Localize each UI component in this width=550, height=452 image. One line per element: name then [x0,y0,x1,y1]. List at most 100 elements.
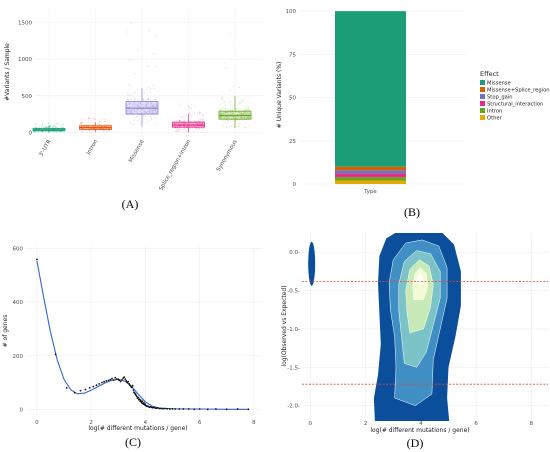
panel-a-jitter-point [132,124,134,126]
panel-a-jitter-point [231,45,233,47]
panel-a-jitter-point [127,112,129,114]
panel-c-point [125,380,128,382]
panel-a-jitter-point [187,127,189,129]
panel-c-point [127,380,130,383]
panel-d-x-tick-label: 6 [474,421,478,427]
panel-a-jitter-point [245,109,247,111]
panel-a-jitter-point [192,122,194,124]
panel-a-jitter-point [187,125,190,127]
panel-a-jitter-point [241,116,243,118]
panel-a-jitter-point [179,125,181,127]
panel-a-jitter-point [152,112,154,114]
panel-a-y-tick-label: 1000 [18,57,32,63]
panel-a-jitter-point [140,112,142,114]
panel-a-jitter-point [150,105,152,107]
panel-d-x-tick-label: 8 [530,421,534,427]
panel-d-x-tick-label: 4 [419,421,423,427]
panel-a-jitter-point [202,114,204,116]
panel-a-jitter-point [147,98,149,100]
panel-a-jitter-point [223,112,225,114]
panel-d-y-axis-title: log(Observed vs Expected) [281,285,288,366]
panel-a-jitter-point [136,110,138,112]
panel-a-jitter-point [221,97,223,99]
panel-c-point [73,391,76,394]
panel-a-jitter-point [174,122,176,124]
panel-a-jitter-point [135,103,137,105]
panel-b-bar-segment [335,170,406,174]
panel-a-jitter-point [221,113,223,115]
panel-a-jitter-point [150,98,152,100]
panel-a-jitter-point [138,103,140,105]
panel-b-label: (B) [404,205,420,219]
panel-c-label: (C) [125,435,141,449]
panel-a-jitter-point [238,126,240,128]
panel-a-jitter-point [154,124,156,126]
panel-a-jitter-point [146,99,148,101]
panel-a-jitter-point [149,115,151,118]
panel-a-jitter-point [149,103,151,105]
panel-a-jitter-point [99,119,101,121]
panel-a-jitter-point [229,90,231,92]
panel-a-jitter-point [193,125,195,127]
panel-a-jitter-point [126,110,128,112]
panel-a-jitter-point [196,112,199,114]
panel-a-jitter-point [183,122,185,124]
panel-a-jitter-point [202,122,204,124]
panel-a-jitter-point [233,112,235,114]
panel-a-jitter-point [241,116,243,118]
panel-a-jitter-point [126,104,128,106]
panel-a-y-tick-label: 1500 [18,21,32,27]
panel-a-y-tick-label: 500 [22,94,33,100]
panel-a-jitter-point [176,120,178,122]
panel-a-jitter-point [224,100,226,102]
panel-a-jitter-point [103,126,106,128]
panel-a-jitter-point [132,114,134,116]
panel-c-point [122,377,124,380]
panel-c-point [182,408,185,410]
panel-a-jitter-point [175,127,177,129]
panel-c-scatter: 0 200 400 600 0 2 4 6 8 # of genes log(# differ… [2,246,262,449]
panel-a-jitter-point [224,104,227,106]
panel-a-jitter-point [127,98,129,100]
panel-a-jitter-point [106,131,108,133]
panel-b-legend-swatch [480,101,485,106]
panel-a-jitter-point [188,125,190,127]
panel-a-jitter-point [131,86,133,88]
panel-a-jitter-point [102,129,104,131]
panel-c-point [124,378,127,381]
panel-a-jitter-point [152,53,155,55]
panel-a-jitter-point [220,112,222,114]
panel-c-point [54,353,57,356]
panel-a-jitter-point [145,111,147,113]
panel-a-jitter-point [146,106,148,108]
panel-c-point [88,387,91,389]
panel-a-jitter-point [174,130,176,132]
panel-a-jitter-point [225,67,227,69]
panel-d-x-axis-title: log(# different mutations / gene) [370,427,469,434]
panel-a-jitter-point [188,105,190,107]
panel-a-jitter-point [235,108,237,110]
panel-a-jitter-point [34,131,36,133]
panel-a-jitter-point [81,131,83,133]
panel-a-jitter-point [150,110,152,112]
panel-a-jitter-point [221,90,223,93]
panel-a-jitter-point [146,102,148,104]
panel-a-jitter-point [197,123,199,125]
panel-a-jitter-point [183,123,186,125]
panel-a-jitter-point [246,112,248,114]
panel-a-jitter-point [140,122,142,124]
panel-a-jitter-point [245,108,248,110]
panel-c-point [119,380,122,383]
panel-c-point [128,383,131,385]
panel-a-jitter-point [248,109,250,111]
panel-a-jitter-point [183,122,186,124]
panel-a-jitter-point [128,109,130,111]
panel-a-jitter-point [220,113,222,115]
panel-a-jitter-point [240,112,243,114]
panel-a-jitter-point [245,116,247,118]
panel-a-jitter-point [134,123,136,125]
panel-a-jitter-point [133,102,135,104]
panel-a-jitter-point [130,98,132,100]
panel-a-jitter-point [147,97,149,99]
panel-c-point [129,384,131,387]
